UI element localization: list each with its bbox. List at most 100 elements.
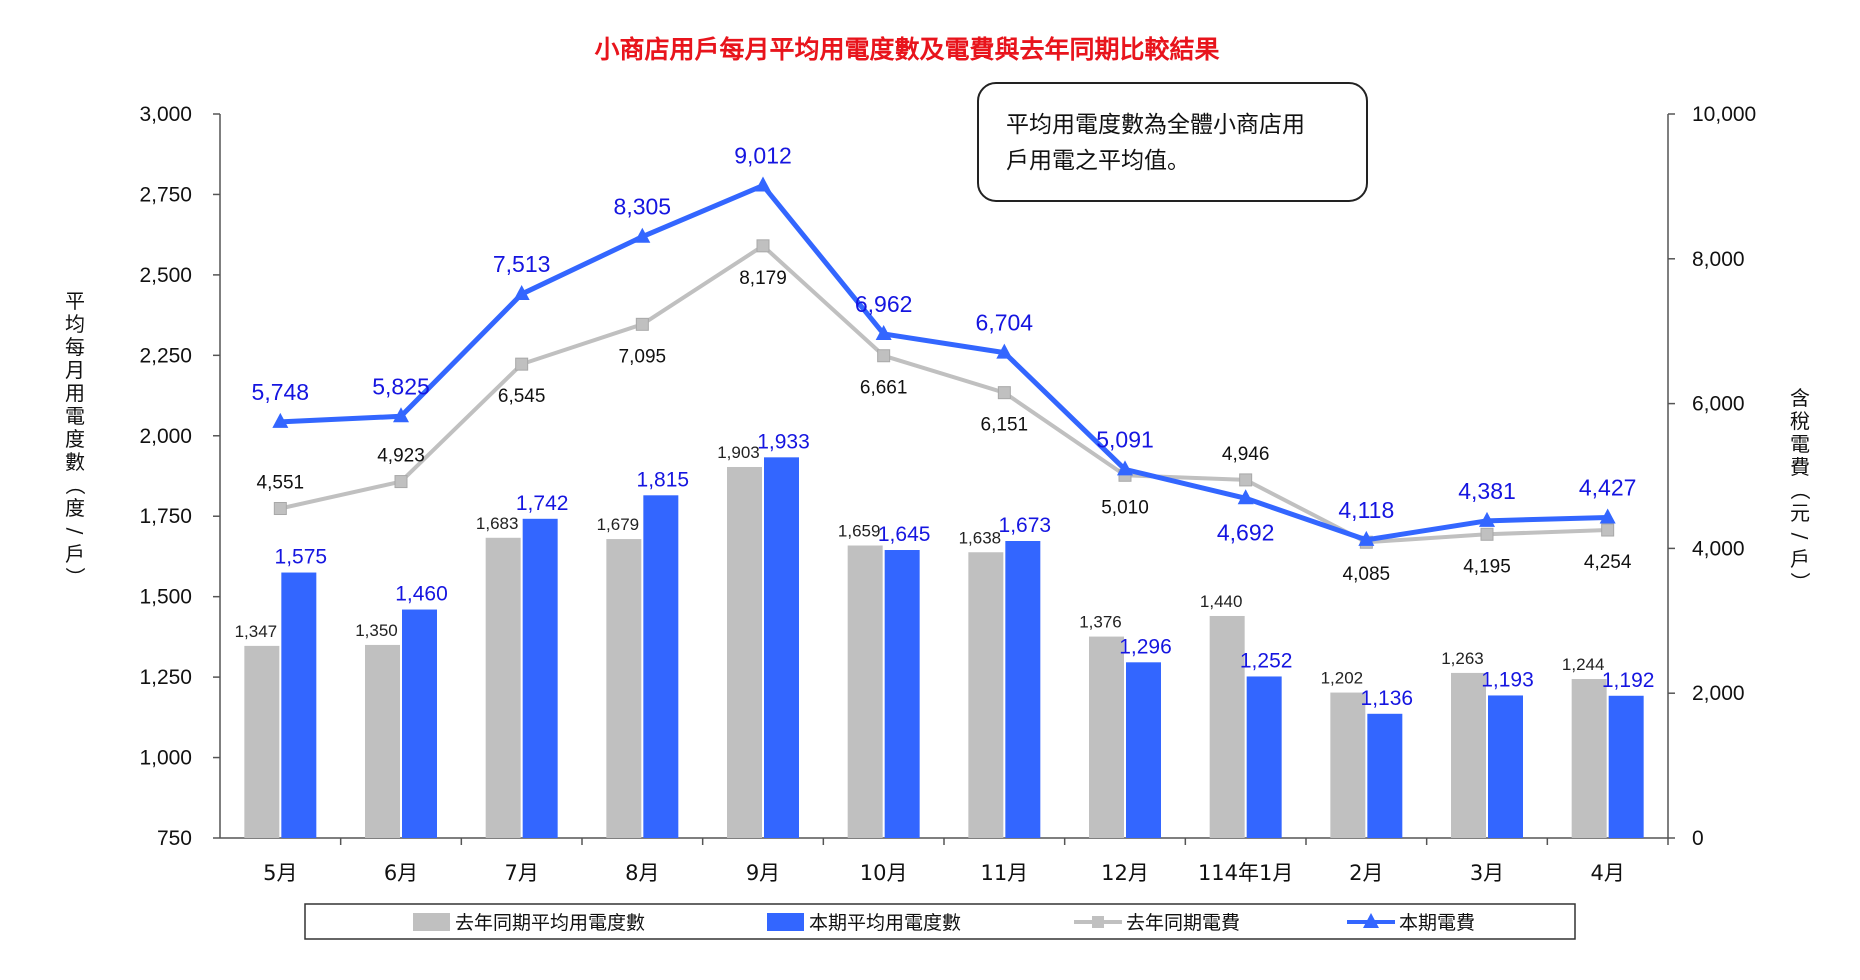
note-line-2: 戶用電之平均值。 [1006,148,1190,174]
x-tick-label: 11月 [980,861,1028,885]
bar-label-current: 1,673 [999,514,1052,537]
left-axis-title-glyph: 用 [65,381,85,405]
legend-label: 去年同期平均用電度數 [455,912,645,934]
marker-current-bill [1237,489,1254,505]
right-axis-title-glyph: ） [1788,572,1812,592]
bar-label-last-year: 1,376 [1079,613,1122,632]
marker-current-bill [1117,460,1133,476]
x-tick-label: 9月 [746,861,780,885]
x-tick-label: 2月 [1349,861,1383,885]
right-tick-label: 0 [1692,827,1704,850]
left-axis-title-glyph: （ [63,475,87,495]
line-label-current: 6,962 [855,291,913,317]
legend-swatch-last-year-kwh [413,913,450,931]
bar-current-kwh [522,518,558,838]
line-label-current: 5,748 [252,379,310,405]
marker-current-bill [875,324,892,340]
bars [244,457,1644,838]
bar-last-year-kwh [968,552,1004,838]
left-axis-title-glyph: 月 [65,358,85,382]
marker-current-bill [272,412,289,428]
bar-label-current: 1,575 [275,546,328,569]
left-tick-label: 750 [157,827,192,850]
bar-current-kwh [1367,713,1403,838]
right-tick-label: 2,000 [1692,682,1745,705]
line-label-last-year: 6,151 [981,415,1029,436]
legend-label: 本期平均用電度數 [809,912,961,934]
right-axis-title-glyph: 費 [1790,455,1810,479]
line-label-last-year: 7,095 [619,346,667,367]
bar-current-kwh [1608,695,1644,838]
marker-current-bill [393,407,409,423]
bar-label-last-year: 1,350 [355,621,398,640]
marker-current-bill [996,343,1013,359]
line-label-last-year: 4,946 [1222,444,1270,465]
bar-last-year-kwh [485,537,521,838]
marker-current-bill [755,176,771,192]
line-label-current: 7,513 [493,251,551,277]
marker-current-bill [513,285,530,301]
x-tick-label: 6月 [384,861,418,885]
marker-last-year-bill [635,317,649,331]
marker-last-year-bill [756,239,770,253]
left-tick-label: 2,250 [139,344,192,367]
left-axis-title-glyph: 均 [65,312,85,336]
bar-label-last-year: 1,683 [476,514,519,533]
left-axis-title-glyph: 平 [65,289,85,313]
line-label-last-year: 6,545 [498,386,546,407]
right-axis-title-glyph: 含 [1790,386,1810,410]
right-axis-title-glyph: 電 [1790,432,1810,456]
left-axis-title-glyph: 每 [65,335,85,359]
x-tick-label: 3月 [1470,861,1504,885]
left-axis-title-glyph: 度 [65,427,85,451]
bar-current-kwh [1488,695,1523,838]
line-label-current: 4,427 [1579,474,1637,500]
line-label-current: 5,091 [1096,426,1154,452]
left-axis-title-glyph: 度 [65,496,85,520]
legend-label: 去年同期電費 [1126,912,1240,934]
note-box: 平均用電度數為全體小商店用 戶用電之平均值。 [977,82,1368,202]
line-label-current: 6,704 [976,310,1034,336]
line-label-current: 4,118 [1338,497,1394,523]
marker-last-year-bill [1480,527,1494,541]
line-label-last-year: 8,179 [739,268,787,289]
left-tick-label: 2,000 [139,425,192,448]
marker-current-bill [1358,530,1375,546]
left-tick-label: 2,750 [139,183,192,206]
bar-label-last-year: 1,202 [1321,669,1364,688]
bar-last-year-kwh [1330,692,1366,838]
bar-current-kwh [884,550,920,838]
bar-last-year-kwh [1209,615,1245,838]
line-label-last-year: 5,010 [1101,497,1149,518]
marker-last-year-bill [394,475,408,489]
right-tick-label: 4,000 [1692,537,1745,560]
bar-current-kwh [764,457,799,838]
x-tick-label: 114年1月 [1198,861,1293,885]
legend-label: 本期電費 [1399,912,1475,934]
bar-label-current: 1,460 [395,583,448,606]
bar-last-year-kwh [847,545,883,838]
chart-title: 小商店用戶每月平均用電度數及電費與去年同期比較結果 [594,35,1219,64]
left-axis-title-glyph: 電 [65,404,85,428]
marker-last-year-bill [877,349,891,363]
right-axis-title-glyph: 戶 [1790,547,1810,571]
axes: 750 1,000 1,250 1,500 1,750 2,000 2,250 2,500 2,… [139,103,1756,885]
right-axis-title-glyph: / [1788,533,1812,540]
line-label-last-year: 4,923 [377,446,425,467]
marker-current-bill [634,227,651,243]
left-tick-label: 1,000 [139,747,192,770]
line-label-current: 9,012 [734,143,792,169]
data-labels: 1,347 1,350 1,683 1,679 1,903 1,659 1,638 1,376… [235,143,1655,710]
bar-current-kwh [1246,676,1282,838]
line-label-current: 4,692 [1217,519,1275,545]
line-label-current: 5,825 [372,373,430,399]
line-label-last-year: 4,085 [1343,564,1391,585]
left-axis-title-glyph: / [63,528,87,535]
lines [272,176,1616,549]
bar-label-current: 1,742 [516,492,569,515]
left-axis-title-glyph: 戶 [65,542,85,566]
legend-marker-last-year-bill [1092,916,1104,928]
